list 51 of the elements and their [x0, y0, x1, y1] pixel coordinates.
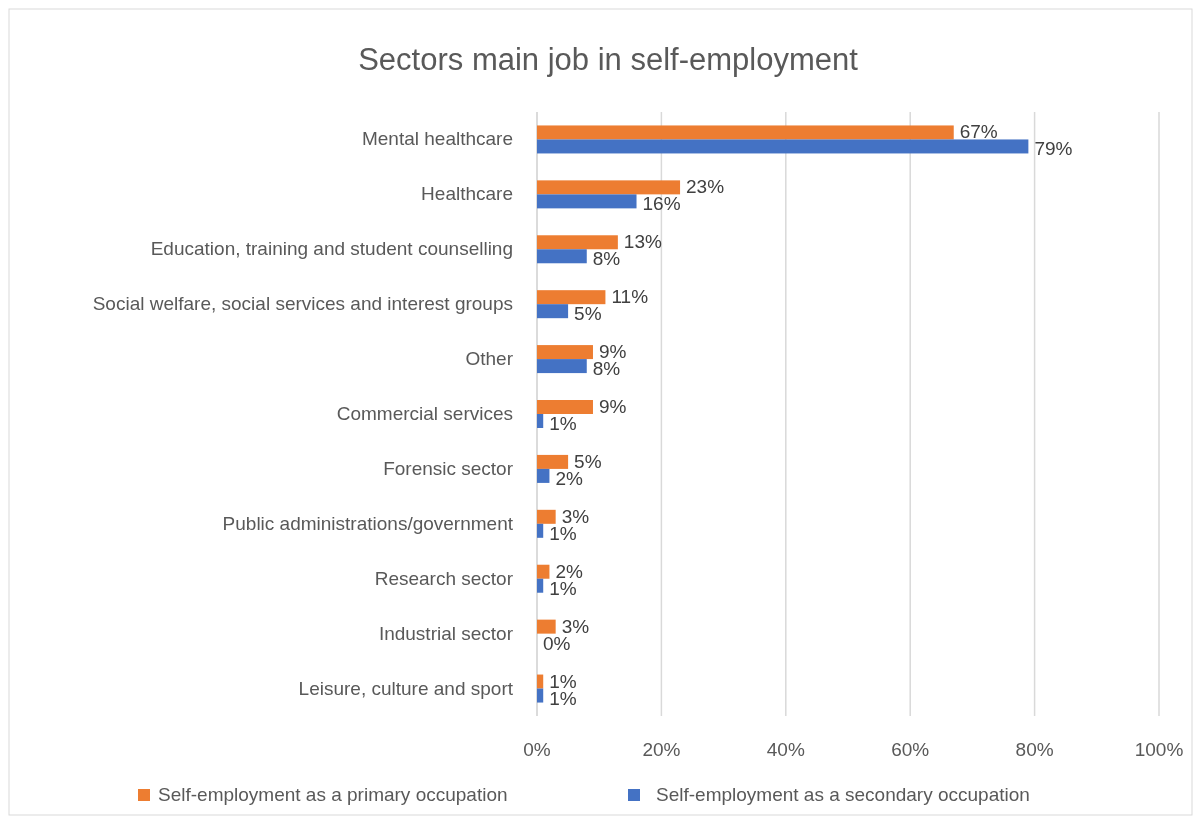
bar	[537, 400, 593, 414]
bar	[537, 359, 587, 374]
data-label: 9%	[598, 396, 627, 417]
data-label: 79%	[1034, 138, 1073, 160]
y-tick-label: Other	[465, 348, 514, 370]
x-tick-label: 80%	[1015, 739, 1054, 760]
data-label: 16%	[642, 193, 681, 215]
chart-title: Sectors main job in self-employment	[358, 42, 859, 77]
data-label: 23%	[686, 176, 725, 198]
data-label: 11%	[611, 286, 649, 308]
bar	[537, 139, 1029, 154]
bar	[537, 688, 544, 703]
bar	[537, 414, 544, 428]
x-tick-label: 0%	[523, 739, 551, 760]
data-label: 1%	[549, 413, 577, 434]
bar	[537, 304, 569, 319]
y-tick-label: Mental healthcare	[361, 128, 513, 150]
bar	[537, 523, 544, 538]
y-tick-label: Forensic sector	[383, 457, 514, 479]
y-tick-label: Research sector	[374, 567, 514, 589]
x-tick-label: 60%	[891, 739, 930, 760]
bar	[537, 125, 954, 140]
bar	[537, 454, 569, 469]
bar	[537, 180, 681, 195]
data-label: 8%	[592, 248, 621, 270]
bar	[537, 290, 606, 305]
data-label: 67%	[959, 121, 998, 143]
y-tick-label: Social welfare, social services and interest groups	[92, 293, 513, 315]
legend-label: Self-employment as a primary occupation	[158, 784, 508, 805]
bar	[537, 249, 587, 264]
bar	[537, 345, 593, 360]
bar	[537, 509, 556, 524]
x-tick-label: 20%	[642, 739, 681, 760]
y-tick-label: Commercial services	[336, 403, 513, 424]
y-tick-label: Public administrations/government	[222, 512, 514, 534]
bar	[537, 619, 556, 634]
bar	[537, 564, 550, 579]
x-tick-label: 40%	[766, 739, 805, 760]
bar	[537, 468, 550, 483]
data-label: 5%	[574, 303, 602, 325]
bar	[537, 674, 544, 689]
y-tick-label: Industrial sector	[378, 622, 514, 644]
data-label: 13%	[623, 231, 662, 253]
bar	[537, 194, 637, 209]
bar	[537, 235, 618, 250]
x-tick-label: 100%	[1134, 739, 1184, 760]
legend-label: Self-employment as a secondary occupation	[656, 784, 1030, 805]
y-tick-label: Healthcare	[421, 183, 513, 205]
bar	[537, 578, 544, 593]
y-tick-label: Education, training and student counselling	[150, 238, 513, 260]
y-tick-label: Leisure, culture and sport	[298, 677, 514, 699]
